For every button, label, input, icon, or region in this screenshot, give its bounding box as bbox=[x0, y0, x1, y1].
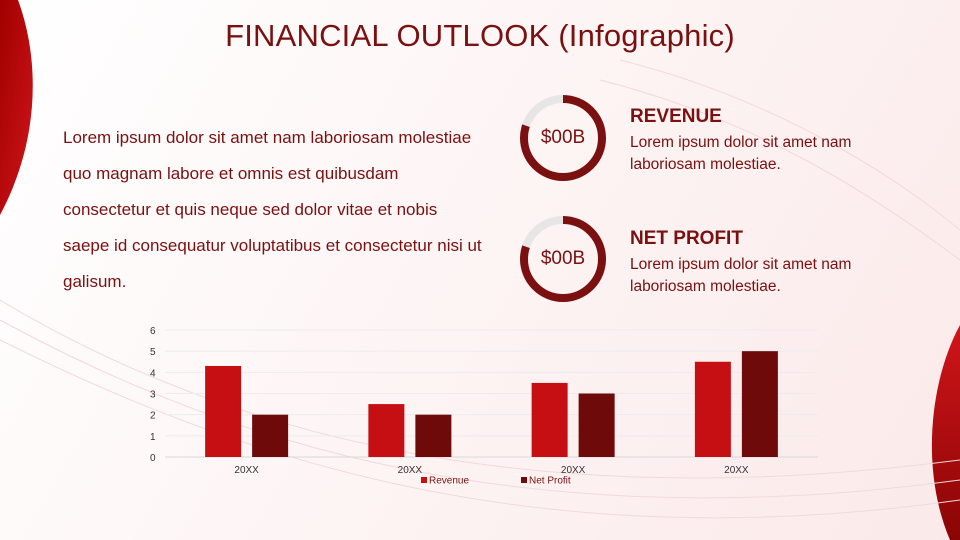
x-tick-label: 20XX bbox=[561, 465, 586, 476]
net-profit-donut bbox=[520, 216, 606, 302]
body-paragraph: Lorem ipsum dolor sit amet nam laboriosa… bbox=[63, 128, 482, 291]
x-tick-label: 20XX bbox=[234, 465, 259, 476]
y-tick-label: 4 bbox=[150, 368, 156, 379]
bar-revenue bbox=[368, 404, 405, 457]
y-tick-label: 1 bbox=[150, 432, 156, 443]
page-title: FINANCIAL OUTLOOK (Infographic) bbox=[225, 18, 735, 53]
legend-label: Revenue bbox=[429, 476, 469, 487]
x-tick-label: 20XX bbox=[724, 465, 749, 476]
revenue-heading: REVENUE bbox=[630, 106, 722, 127]
legend-swatch bbox=[521, 477, 527, 483]
revenue-description: Lorem ipsum dolor sit amet nam laboriosa… bbox=[630, 134, 852, 173]
bar-revenue bbox=[205, 365, 242, 457]
legend-label: Net Profit bbox=[529, 476, 571, 487]
bar-net-profit bbox=[415, 414, 452, 457]
y-tick-label: 3 bbox=[150, 390, 156, 401]
bar-revenue bbox=[531, 382, 568, 457]
net-profit-description: Lorem ipsum dolor sit amet nam laboriosa… bbox=[630, 256, 852, 295]
net-profit-heading: NET PROFIT bbox=[630, 228, 743, 249]
revenue-donut bbox=[520, 95, 606, 181]
revenue-value: $00B bbox=[540, 127, 586, 148]
x-tick-label: 20XX bbox=[398, 465, 423, 476]
net-profit-value: $00B bbox=[540, 248, 586, 269]
y-tick-label: 5 bbox=[150, 347, 156, 358]
bar-net-profit bbox=[252, 414, 289, 457]
bar-net-profit bbox=[578, 393, 615, 457]
y-tick-label: 0 bbox=[150, 453, 156, 464]
legend-swatch bbox=[421, 477, 427, 483]
y-tick-label: 2 bbox=[150, 411, 156, 422]
y-tick-label: 6 bbox=[150, 326, 156, 337]
bar-net-profit bbox=[741, 351, 778, 457]
bar-revenue bbox=[694, 361, 731, 457]
